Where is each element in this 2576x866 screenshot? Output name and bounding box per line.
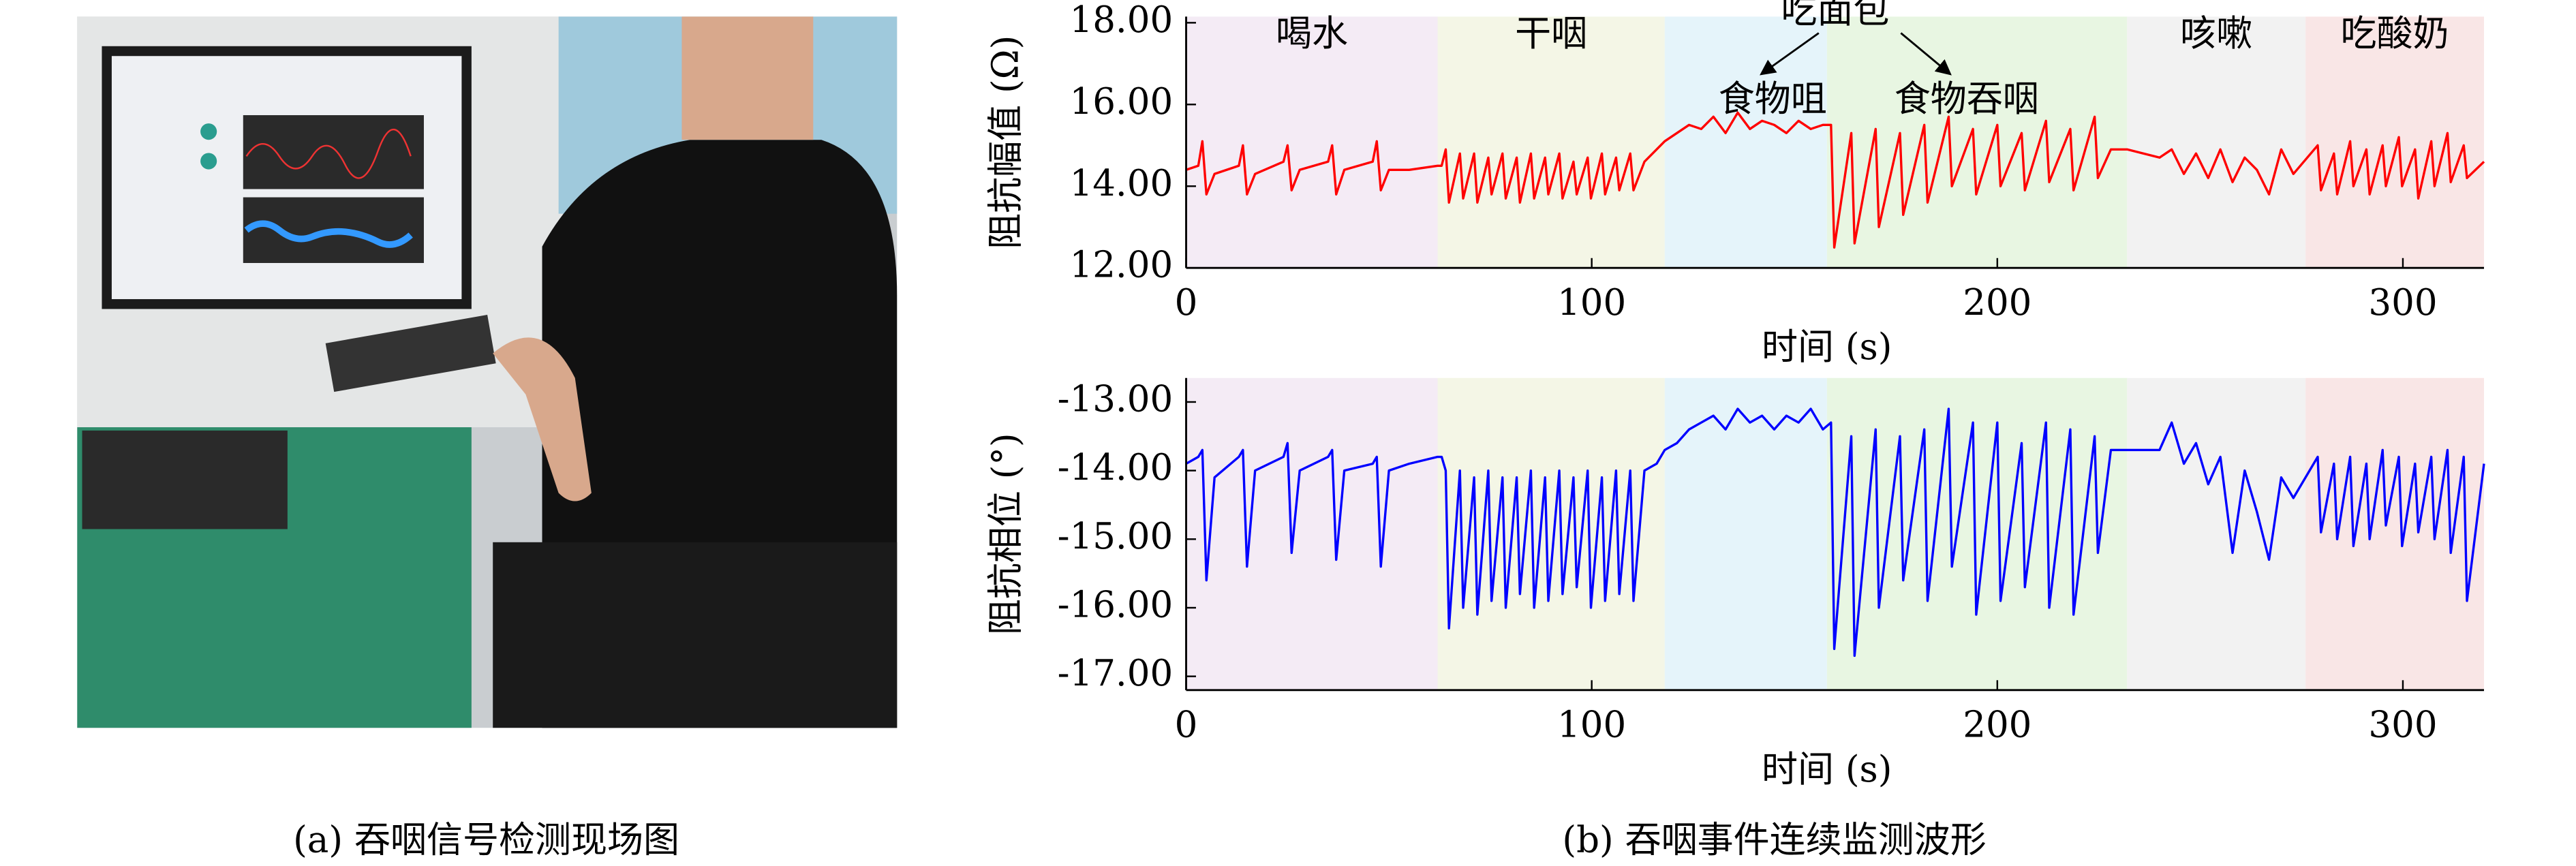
x-tick-label: 100 <box>1557 281 1626 324</box>
region-band <box>1437 377 1665 690</box>
y-tick-label: -17.00 <box>1058 652 1174 694</box>
y-tick-label: -16.00 <box>1058 583 1174 625</box>
annotation: 吃面包 <box>1781 0 1889 31</box>
x-tick-label: 300 <box>2368 281 2437 324</box>
y-tick-label: -14.00 <box>1058 446 1174 489</box>
photo <box>77 16 898 728</box>
x-tick-label: 200 <box>1963 704 2031 746</box>
region-band <box>2305 377 2484 690</box>
caption: (b) 吞咽事件连续监测波形 <box>1562 818 1986 861</box>
y-tick-label: 16.00 <box>1069 80 1173 123</box>
signal-line <box>1185 111 2485 249</box>
x-tick-label: 300 <box>2368 704 2437 746</box>
caption: (a) 吞咽信号检测现场图 <box>293 818 679 861</box>
region-band <box>2127 377 2306 690</box>
y-tick-label: 18.00 <box>1069 0 1173 41</box>
x-tick-label: 0 <box>1175 281 1198 324</box>
region-band <box>1437 16 1665 268</box>
region-band <box>1664 16 1827 268</box>
region-label: 吃酸奶 <box>2341 12 2449 55</box>
y-tick-label: -15.00 <box>1058 515 1174 557</box>
region-band <box>2305 16 2484 268</box>
x-tick-label: 0 <box>1175 704 1198 746</box>
region-band <box>1826 16 2128 268</box>
x-axis-label: 时间 (s) <box>1762 748 1892 790</box>
x-tick-label: 100 <box>1557 704 1626 746</box>
region-band <box>1664 377 1827 690</box>
region-band <box>2127 16 2306 268</box>
y-tick-label: 12.00 <box>1069 244 1173 286</box>
region-label: 干咽 <box>1515 12 1587 55</box>
signal-line <box>1185 407 2485 658</box>
y-tick-label: 14.00 <box>1069 162 1173 204</box>
y-tick-label: -13.00 <box>1058 377 1174 420</box>
region-label: 喝水 <box>1276 12 1348 55</box>
region-band <box>1186 377 1438 690</box>
region-label: 咳嗽 <box>2180 12 2252 55</box>
region-band <box>1186 16 1438 268</box>
x-tick-label: 200 <box>1963 281 2031 324</box>
annotation-arrow <box>1900 32 1952 76</box>
x-axis-label: 时间 (s) <box>1762 326 1892 368</box>
y-axis-label: 阻抗幅值 (Ω) <box>985 35 1027 249</box>
y-axis-label: 阻抗相位 (°) <box>985 433 1027 635</box>
annotation-arrow <box>1760 32 1820 76</box>
region-label: 食物吞咽 <box>1895 78 2039 120</box>
